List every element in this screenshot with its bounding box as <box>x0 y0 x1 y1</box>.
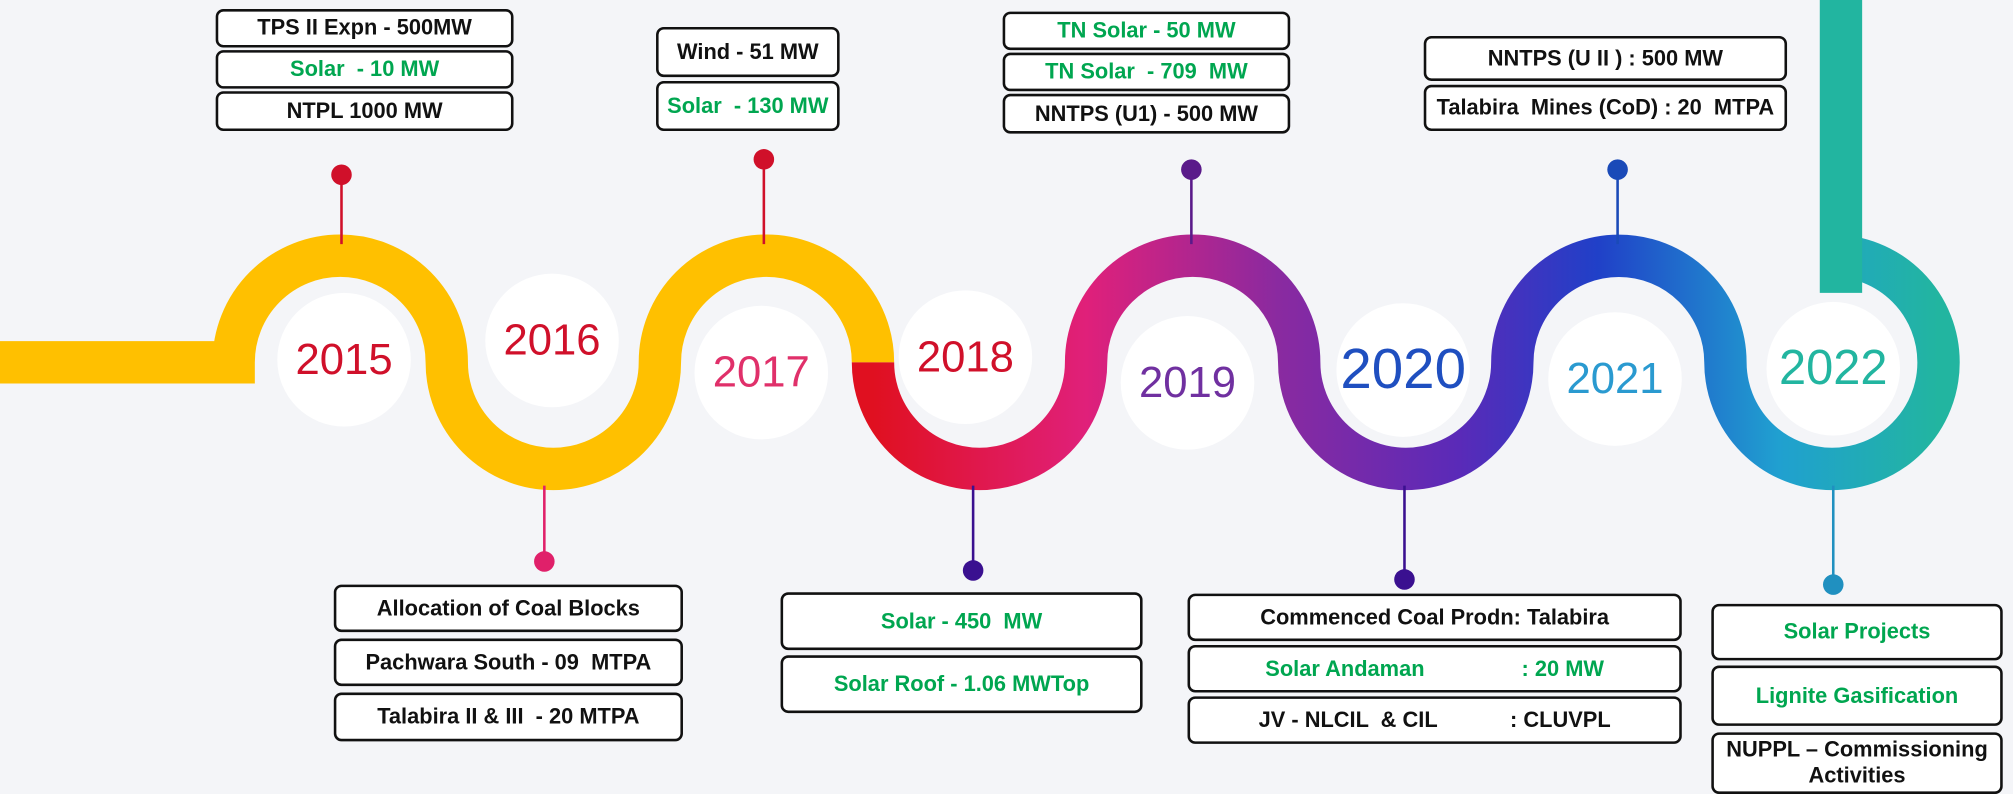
pin-dot <box>331 164 352 186</box>
event-box: Solar - 10 MW <box>215 50 514 89</box>
year-label: 2015 <box>295 335 393 385</box>
event-box: Talabira Mines (CoD) : 20 MTPA <box>1423 84 1788 132</box>
year-label: 2022 <box>1778 341 1888 396</box>
event-box: TN Solar - 709 MW <box>1002 52 1291 92</box>
year-label: 2016 <box>503 316 601 365</box>
event-box: Commenced Coal Prodn: Talabira <box>1187 593 1682 642</box>
event-box: NNTPS (U1) - 500 MW <box>1002 93 1291 134</box>
year-label: 2019 <box>1138 358 1237 408</box>
year-circle <box>1120 316 1255 450</box>
year-circles <box>277 273 1901 450</box>
event-box: NUPPL – Commissioning Activities <box>1711 732 2003 794</box>
event-box: Solar - 450 MW <box>780 592 1143 651</box>
event-box: Lignite Gasification <box>1711 665 2003 726</box>
pin-dot <box>753 149 775 170</box>
year-circle <box>1336 303 1470 437</box>
year-label: 2018 <box>916 332 1014 382</box>
year-circle <box>898 290 1033 424</box>
event-box: Talabira II & III - 20 MTPA <box>333 692 683 742</box>
event-box: NNTPS (U II ) : 500 MW <box>1423 35 1788 81</box>
event-box: Pachwara South - 09 MTPA <box>333 638 683 687</box>
event-box: Solar Andaman : 20 MW <box>1187 644 1682 693</box>
year-circle <box>277 292 411 427</box>
event-box: TPS II Expn - 500MW <box>215 8 514 48</box>
year-circle <box>1548 312 1682 446</box>
pin-dot <box>1181 159 1202 180</box>
year-circle <box>485 273 619 408</box>
pins <box>331 149 1844 595</box>
year-label: 2021 <box>1566 354 1664 404</box>
event-box: Solar Roof - 1.06 MWTop <box>780 655 1143 714</box>
track-gradient <box>851 234 1960 491</box>
event-box: Solar Projects <box>1711 603 2003 661</box>
event-box: JV - NLCIL & CIL : CLUVPL <box>1187 696 1682 744</box>
pin-dot <box>534 551 555 572</box>
event-box: Wind - 51 MW <box>656 26 840 78</box>
event-box: Solar - 130 MW <box>656 80 840 132</box>
year-circle <box>1766 301 1901 436</box>
year-label: 2020 <box>1340 337 1467 401</box>
pin-dot <box>962 560 984 581</box>
year-circle <box>694 305 829 440</box>
event-box: TN Solar - 50 MW <box>1002 11 1291 51</box>
event-box: Allocation of Coal Blocks <box>333 584 683 633</box>
pin-dot <box>1822 574 1844 595</box>
year-label: 2017 <box>712 348 810 398</box>
pin-dot <box>1607 159 1628 180</box>
event-box: NTPL 1000 MW <box>215 91 514 132</box>
pin-dot <box>1394 569 1415 590</box>
track-yellow <box>0 234 895 491</box>
